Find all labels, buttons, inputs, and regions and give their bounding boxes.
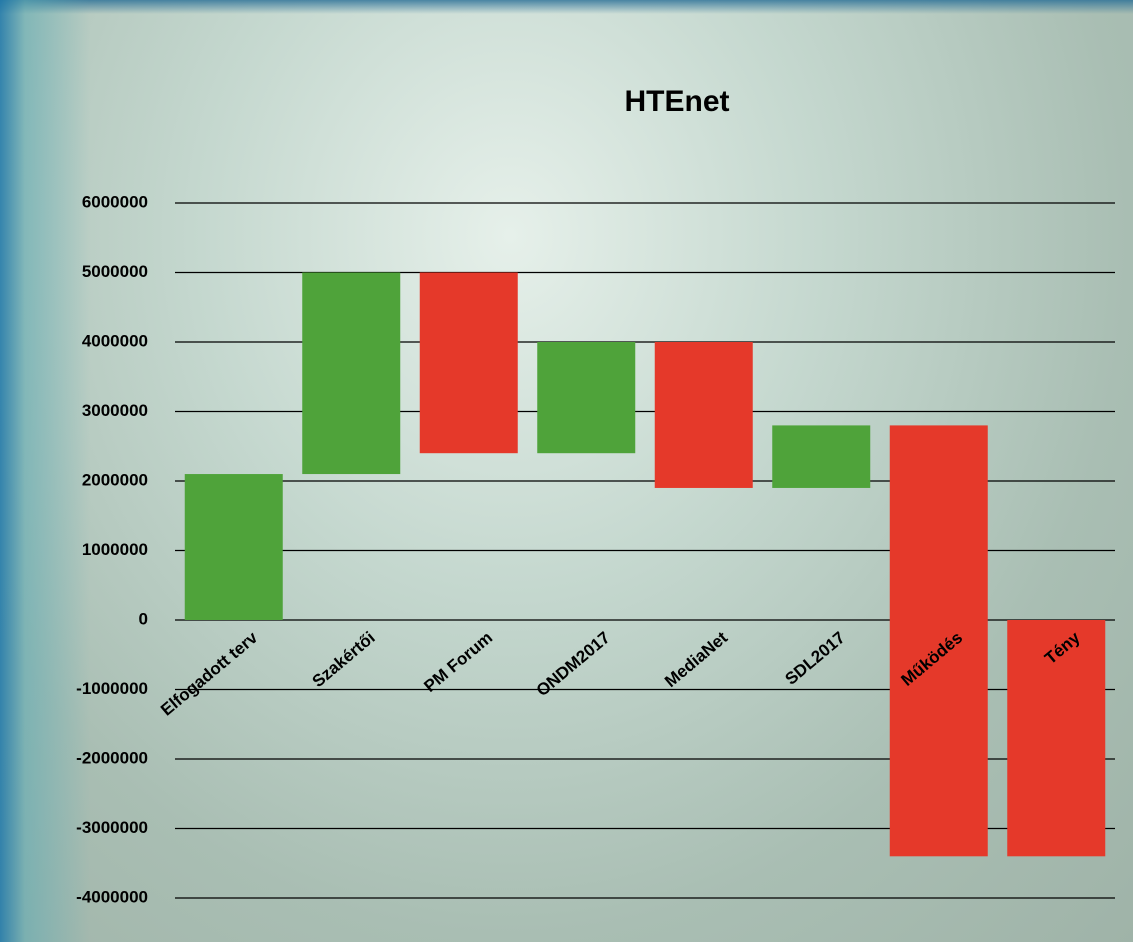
y-tick-label: -3000000 xyxy=(76,818,148,837)
y-tick-label: 4000000 xyxy=(82,331,148,350)
chart-title: HTEnet xyxy=(625,85,730,118)
x-tick-label: Elfogadott terv xyxy=(157,628,262,720)
x-tick-label: MediaNet xyxy=(661,628,731,691)
y-tick-label: 1000000 xyxy=(82,540,148,559)
bar xyxy=(184,474,283,620)
y-tick-label: -1000000 xyxy=(76,679,148,698)
y-tick-label: 5000000 xyxy=(82,262,148,281)
x-tick-label: PM Forum xyxy=(420,628,496,696)
y-tick-label: -2000000 xyxy=(76,748,148,767)
y-tick-label: 6000000 xyxy=(82,192,148,211)
bar xyxy=(1007,620,1106,857)
bar xyxy=(537,342,636,454)
y-tick-label: 2000000 xyxy=(82,470,148,489)
x-tick-label: SDL2017 xyxy=(781,628,848,689)
y-tick-label: 3000000 xyxy=(82,401,148,420)
bar xyxy=(772,425,871,488)
x-tick-label: Szakértői xyxy=(309,628,379,691)
bar xyxy=(419,272,518,454)
bar xyxy=(654,342,753,488)
bar xyxy=(302,272,401,475)
y-tick-label: 0 xyxy=(139,609,148,628)
bar xyxy=(889,425,988,857)
y-tick-label: -4000000 xyxy=(76,887,148,906)
